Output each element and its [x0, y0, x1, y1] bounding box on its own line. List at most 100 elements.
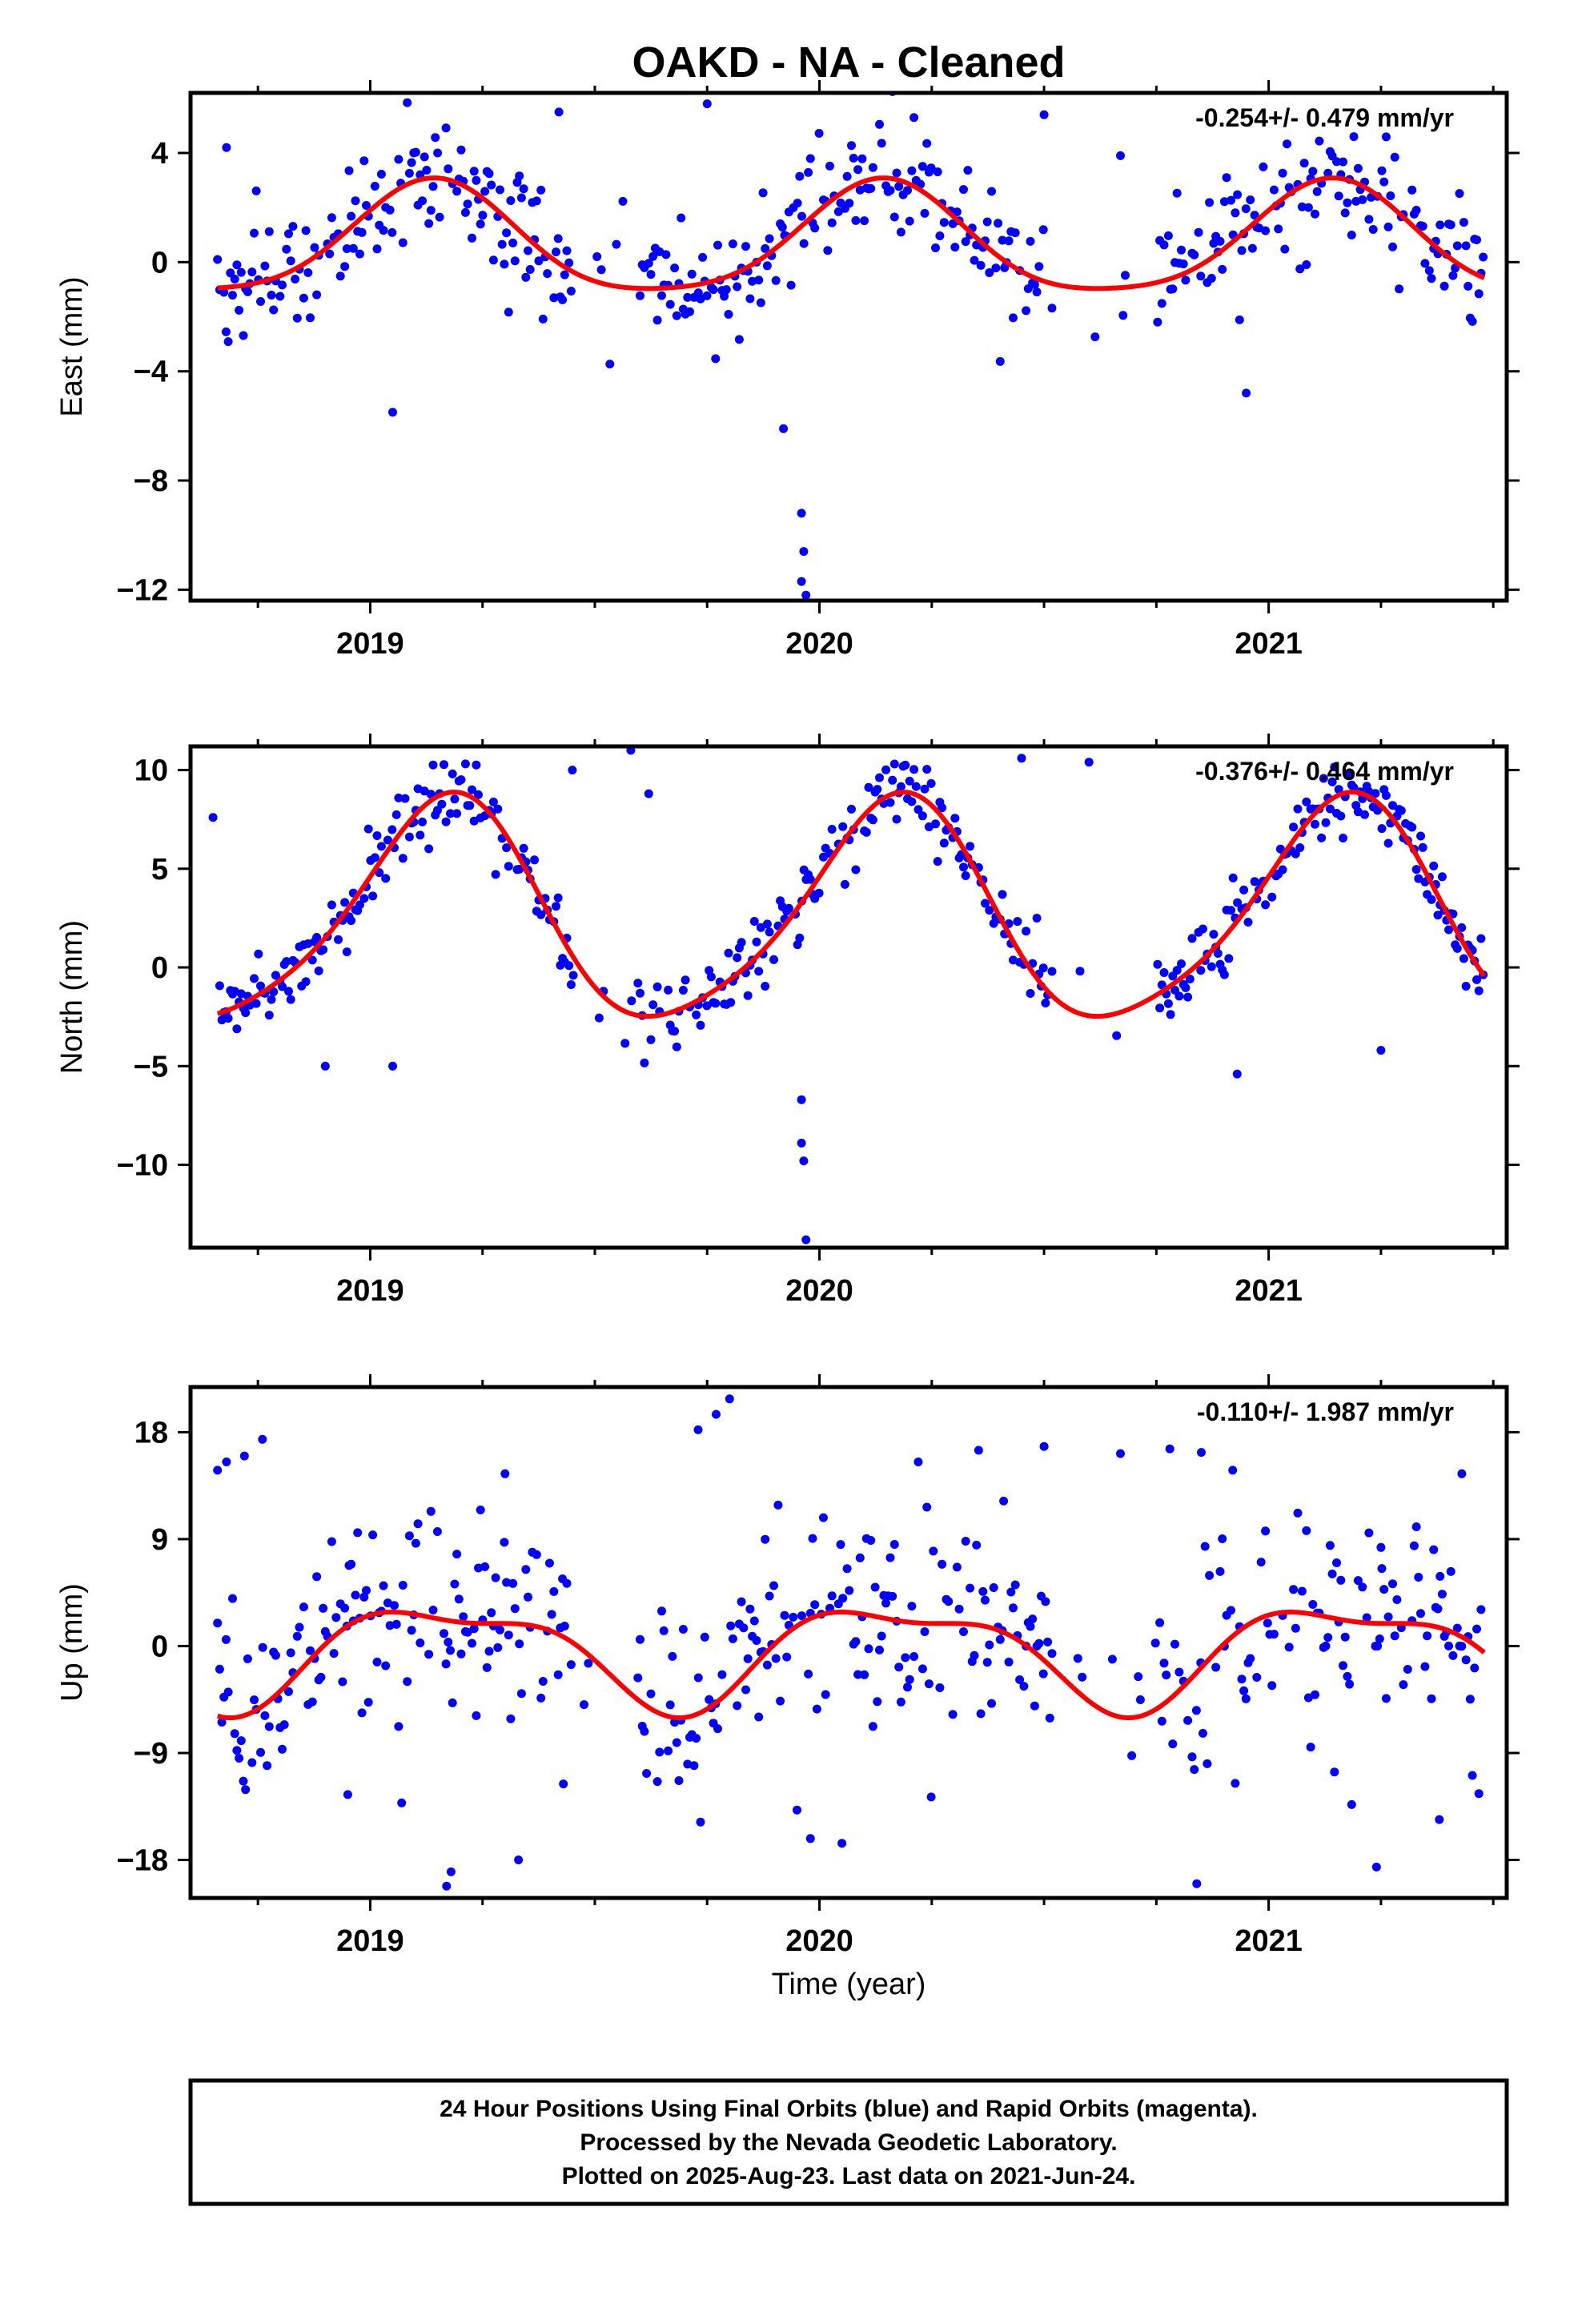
- east-point: [1411, 206, 1421, 215]
- east-point: [387, 227, 397, 237]
- east-point: [1464, 281, 1473, 291]
- east-point: [991, 263, 1001, 273]
- up-point: [368, 1530, 378, 1540]
- east-point: [823, 246, 833, 255]
- north-point: [640, 1058, 649, 1068]
- up-point: [292, 1631, 302, 1641]
- up-point: [1170, 1639, 1179, 1649]
- north-point: [1163, 999, 1173, 1008]
- east-point: [1222, 173, 1231, 183]
- north-point: [761, 982, 770, 991]
- up-point: [743, 1654, 753, 1663]
- east-point: [1250, 211, 1259, 220]
- up-point: [416, 1638, 425, 1647]
- up-point: [1470, 1663, 1480, 1673]
- north-rate-label: -0.376+/- 0.464 mm/yr: [1195, 757, 1454, 786]
- up-point: [633, 1673, 643, 1683]
- north-point: [1017, 754, 1026, 763]
- east-point: [256, 297, 265, 306]
- up-point: [515, 1639, 524, 1649]
- east-point: [407, 158, 416, 167]
- north-point: [1183, 992, 1193, 1002]
- east-point: [525, 265, 535, 274]
- east-point: [519, 184, 528, 194]
- up-point: [243, 1654, 252, 1663]
- up-point: [1399, 1680, 1408, 1690]
- up-point: [1353, 1576, 1363, 1586]
- up-point: [821, 1690, 830, 1699]
- north-point: [1376, 1046, 1386, 1055]
- north-y-tick-label: −5: [134, 1050, 168, 1084]
- up-point: [362, 1586, 371, 1595]
- north-point: [301, 977, 311, 987]
- north-point: [568, 971, 578, 980]
- up-point: [793, 1805, 801, 1815]
- east-point: [646, 270, 656, 279]
- east-y-tick-label: 0: [151, 246, 168, 279]
- up-point: [411, 1538, 420, 1548]
- east-point: [435, 212, 444, 222]
- east-point: [558, 295, 568, 304]
- up-point: [452, 1550, 462, 1559]
- up-point: [1390, 1631, 1399, 1641]
- up-point: [944, 1597, 954, 1606]
- north-point: [795, 933, 805, 943]
- north-point: [737, 938, 746, 947]
- east-point: [1004, 236, 1014, 246]
- up-point: [1159, 1659, 1169, 1668]
- north-point: [1022, 927, 1031, 936]
- up-point: [331, 1613, 341, 1622]
- up-point: [1409, 1541, 1419, 1550]
- east-point: [292, 313, 302, 323]
- north-point: [491, 870, 500, 879]
- east-point: [221, 327, 231, 336]
- north-point: [1157, 980, 1166, 990]
- up-point: [894, 1663, 904, 1672]
- east-point: [920, 208, 930, 218]
- up-point: [929, 1546, 938, 1556]
- north-point: [966, 842, 975, 851]
- east-point: [797, 509, 806, 518]
- up-point: [312, 1572, 322, 1582]
- east-point: [1178, 259, 1188, 269]
- north-point: [418, 817, 427, 826]
- north-point: [1302, 797, 1311, 806]
- north-point: [861, 827, 871, 837]
- north-point: [1429, 861, 1439, 870]
- east-point: [939, 218, 949, 227]
- east-point: [612, 239, 621, 249]
- north-point: [896, 782, 905, 791]
- up-point: [805, 1834, 815, 1844]
- east-point: [868, 163, 877, 172]
- north-point: [913, 805, 923, 814]
- up-point: [1383, 1612, 1393, 1622]
- up-point: [1373, 1642, 1383, 1651]
- north-point: [388, 1061, 397, 1071]
- north-point: [1199, 924, 1207, 934]
- up-point: [838, 1594, 848, 1603]
- east-point: [1030, 279, 1039, 289]
- east-point: [1207, 274, 1216, 283]
- up-point: [765, 1591, 774, 1601]
- east-point: [1153, 317, 1162, 327]
- east-point: [903, 186, 912, 195]
- east-point: [994, 219, 1003, 228]
- north-point: [985, 906, 994, 915]
- north-point: [440, 760, 448, 770]
- east-point: [779, 424, 789, 433]
- east-point: [536, 185, 546, 195]
- up-point: [853, 1670, 863, 1679]
- up-point: [1190, 1765, 1199, 1775]
- north-point: [472, 760, 481, 770]
- north-point: [416, 830, 425, 840]
- east-point: [226, 268, 235, 278]
- up-point: [544, 1558, 554, 1568]
- east-point: [497, 239, 507, 249]
- north-point: [692, 1010, 701, 1019]
- north-point: [950, 814, 960, 823]
- up-point: [999, 1496, 1009, 1506]
- north-point: [1474, 986, 1484, 995]
- east-point: [219, 287, 229, 297]
- up-point: [385, 1621, 395, 1630]
- east-point: [553, 234, 563, 243]
